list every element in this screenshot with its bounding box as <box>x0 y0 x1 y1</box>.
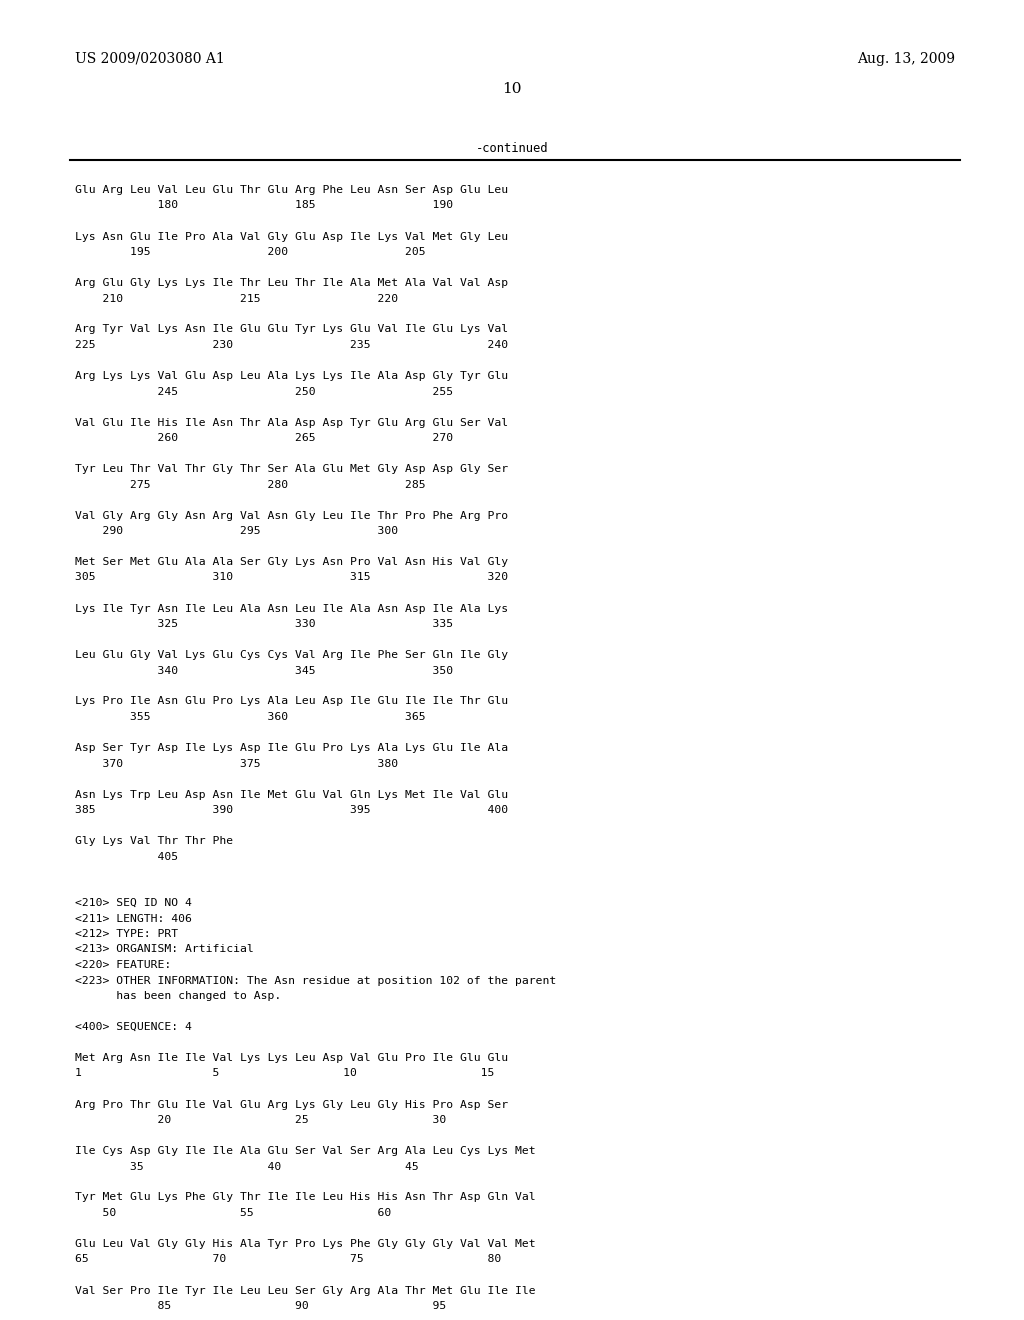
Text: <212> TYPE: PRT: <212> TYPE: PRT <box>75 929 178 939</box>
Text: Val Ser Pro Ile Tyr Ile Leu Leu Ser Gly Arg Ala Thr Met Glu Ile Ile: Val Ser Pro Ile Tyr Ile Leu Leu Ser Gly … <box>75 1286 536 1295</box>
Text: 35                  40                  45: 35 40 45 <box>75 1162 419 1172</box>
Text: 245                 250                 255: 245 250 255 <box>75 387 454 396</box>
Text: Arg Glu Gly Lys Lys Ile Thr Leu Thr Ile Ala Met Ala Val Val Asp: Arg Glu Gly Lys Lys Ile Thr Leu Thr Ile … <box>75 279 508 288</box>
Text: <400> SEQUENCE: 4: <400> SEQUENCE: 4 <box>75 1022 191 1032</box>
Text: 290                 295                 300: 290 295 300 <box>75 525 398 536</box>
Text: Arg Lys Lys Val Glu Asp Leu Ala Lys Lys Ile Ala Asp Gly Tyr Glu: Arg Lys Lys Val Glu Asp Leu Ala Lys Lys … <box>75 371 508 381</box>
Text: Val Gly Arg Gly Asn Arg Val Asn Gly Leu Ile Thr Pro Phe Arg Pro: Val Gly Arg Gly Asn Arg Val Asn Gly Leu … <box>75 511 508 520</box>
Text: 20                  25                  30: 20 25 30 <box>75 1115 446 1125</box>
Text: Lys Ile Tyr Asn Ile Leu Ala Asn Leu Ile Ala Asn Asp Ile Ala Lys: Lys Ile Tyr Asn Ile Leu Ala Asn Leu Ile … <box>75 603 508 614</box>
Text: <220> FEATURE:: <220> FEATURE: <box>75 960 171 970</box>
Text: 1                   5                  10                  15: 1 5 10 15 <box>75 1068 495 1078</box>
Text: 10: 10 <box>502 82 522 96</box>
Text: 340                 345                 350: 340 345 350 <box>75 665 454 676</box>
Text: 195                 200                 205: 195 200 205 <box>75 247 426 257</box>
Text: Leu Glu Gly Val Lys Glu Cys Cys Val Arg Ile Phe Ser Gln Ile Gly: Leu Glu Gly Val Lys Glu Cys Cys Val Arg … <box>75 649 508 660</box>
Text: 370                 375                 380: 370 375 380 <box>75 759 398 768</box>
Text: 275                 280                 285: 275 280 285 <box>75 479 426 490</box>
Text: 65                  70                  75                  80: 65 70 75 80 <box>75 1254 502 1265</box>
Text: US 2009/0203080 A1: US 2009/0203080 A1 <box>75 51 224 66</box>
Text: Glu Arg Leu Val Leu Glu Thr Glu Arg Phe Leu Asn Ser Asp Glu Leu: Glu Arg Leu Val Leu Glu Thr Glu Arg Phe … <box>75 185 508 195</box>
Text: Arg Tyr Val Lys Asn Ile Glu Glu Tyr Lys Glu Val Ile Glu Lys Val: Arg Tyr Val Lys Asn Ile Glu Glu Tyr Lys … <box>75 325 508 334</box>
Text: 355                 360                 365: 355 360 365 <box>75 711 426 722</box>
Text: 260                 265                 270: 260 265 270 <box>75 433 454 444</box>
Text: Met Ser Met Glu Ala Ala Ser Gly Lys Asn Pro Val Asn His Val Gly: Met Ser Met Glu Ala Ala Ser Gly Lys Asn … <box>75 557 508 568</box>
Text: <213> ORGANISM: Artificial: <213> ORGANISM: Artificial <box>75 945 254 954</box>
Text: Ile Cys Asp Gly Ile Ile Ala Glu Ser Val Ser Arg Ala Leu Cys Lys Met: Ile Cys Asp Gly Ile Ile Ala Glu Ser Val … <box>75 1146 536 1156</box>
Text: 385                 390                 395                 400: 385 390 395 400 <box>75 805 508 814</box>
Text: -continued: -continued <box>476 143 548 154</box>
Text: Arg Pro Thr Glu Ile Val Glu Arg Lys Gly Leu Gly His Pro Asp Ser: Arg Pro Thr Glu Ile Val Glu Arg Lys Gly … <box>75 1100 508 1110</box>
Text: 305                 310                 315                 320: 305 310 315 320 <box>75 573 508 582</box>
Text: Tyr Met Glu Lys Phe Gly Thr Ile Ile Leu His His Asn Thr Asp Gln Val: Tyr Met Glu Lys Phe Gly Thr Ile Ile Leu … <box>75 1192 536 1203</box>
Text: Glu Leu Val Gly Gly His Ala Tyr Pro Lys Phe Gly Gly Gly Val Val Met: Glu Leu Val Gly Gly His Ala Tyr Pro Lys … <box>75 1239 536 1249</box>
Text: Lys Pro Ile Asn Glu Pro Lys Ala Leu Asp Ile Glu Ile Ile Thr Glu: Lys Pro Ile Asn Glu Pro Lys Ala Leu Asp … <box>75 697 508 706</box>
Text: 50                  55                  60: 50 55 60 <box>75 1208 391 1218</box>
Text: Gly Lys Val Thr Thr Phe: Gly Lys Val Thr Thr Phe <box>75 836 233 846</box>
Text: <211> LENGTH: 406: <211> LENGTH: 406 <box>75 913 191 924</box>
Text: has been changed to Asp.: has been changed to Asp. <box>75 991 282 1001</box>
Text: Val Glu Ile His Ile Asn Thr Ala Asp Asp Tyr Glu Arg Glu Ser Val: Val Glu Ile His Ile Asn Thr Ala Asp Asp … <box>75 417 508 428</box>
Text: Asn Lys Trp Leu Asp Asn Ile Met Glu Val Gln Lys Met Ile Val Glu: Asn Lys Trp Leu Asp Asn Ile Met Glu Val … <box>75 789 508 800</box>
Text: Asp Ser Tyr Asp Ile Lys Asp Ile Glu Pro Lys Ala Lys Glu Ile Ala: Asp Ser Tyr Asp Ile Lys Asp Ile Glu Pro … <box>75 743 508 752</box>
Text: 180                 185                 190: 180 185 190 <box>75 201 454 210</box>
Text: 225                 230                 235                 240: 225 230 235 240 <box>75 341 508 350</box>
Text: Tyr Leu Thr Val Thr Gly Thr Ser Ala Glu Met Gly Asp Asp Gly Ser: Tyr Leu Thr Val Thr Gly Thr Ser Ala Glu … <box>75 465 508 474</box>
Text: Lys Asn Glu Ile Pro Ala Val Gly Glu Asp Ile Lys Val Met Gly Leu: Lys Asn Glu Ile Pro Ala Val Gly Glu Asp … <box>75 231 508 242</box>
Text: 325                 330                 335: 325 330 335 <box>75 619 454 630</box>
Text: 210                 215                 220: 210 215 220 <box>75 293 398 304</box>
Text: Met Arg Asn Ile Ile Val Lys Lys Leu Asp Val Glu Pro Ile Glu Glu: Met Arg Asn Ile Ile Val Lys Lys Leu Asp … <box>75 1053 508 1063</box>
Text: 85                  90                  95: 85 90 95 <box>75 1302 446 1311</box>
Text: Aug. 13, 2009: Aug. 13, 2009 <box>857 51 955 66</box>
Text: 405: 405 <box>75 851 178 862</box>
Text: <210> SEQ ID NO 4: <210> SEQ ID NO 4 <box>75 898 191 908</box>
Text: <223> OTHER INFORMATION: The Asn residue at position 102 of the parent: <223> OTHER INFORMATION: The Asn residue… <box>75 975 556 986</box>
